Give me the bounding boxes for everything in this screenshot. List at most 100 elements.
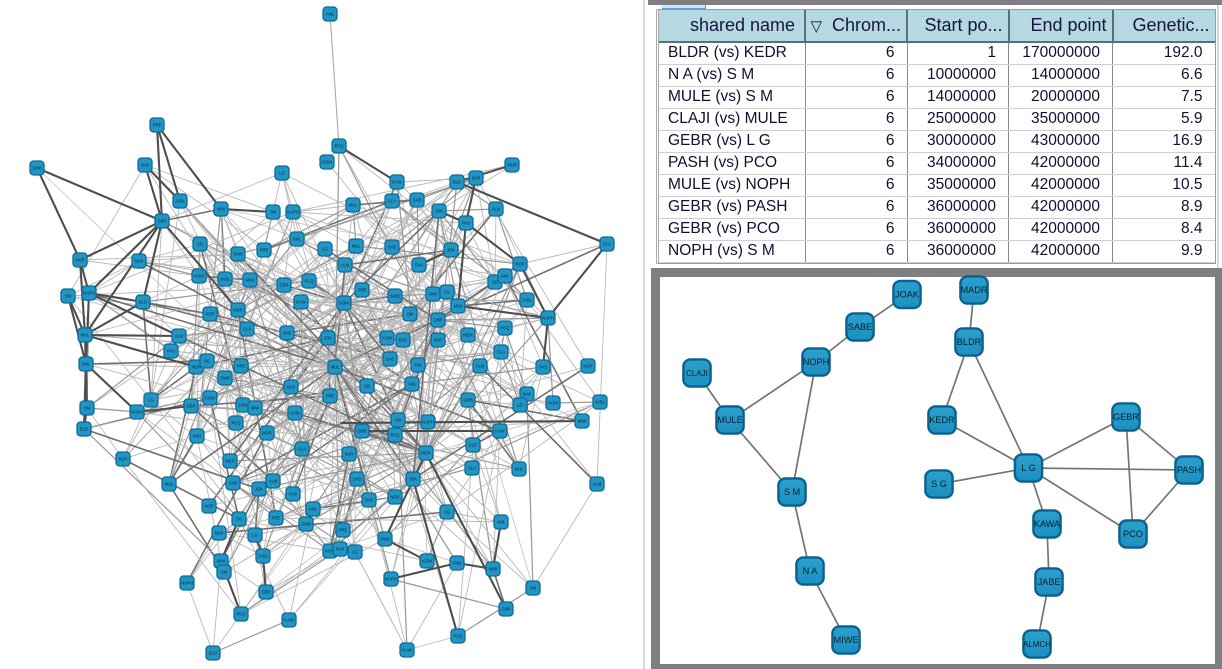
svg-text:AML: AML xyxy=(326,12,335,17)
svg-text:ALM: ALM xyxy=(476,364,485,369)
svg-text:JABL: JABL xyxy=(452,561,463,566)
svg-text:KAWA: KAWA xyxy=(1034,519,1061,529)
svg-text:PRE: PRE xyxy=(339,528,348,533)
svg-text:MUL: MUL xyxy=(331,365,341,370)
svg-text:AML: AML xyxy=(408,382,417,387)
svg-text:NAPH: NAPH xyxy=(422,420,434,425)
svg-text:L G: L G xyxy=(1021,463,1035,473)
svg-text:SM: SM xyxy=(65,294,72,299)
svg-text:PCO: PCO xyxy=(1123,529,1143,539)
svg-text:JABL: JABL xyxy=(522,298,533,303)
svg-text:MIW: MIW xyxy=(246,278,255,283)
svg-text:JABL: JABL xyxy=(220,277,231,282)
svg-text:CLA: CLA xyxy=(388,199,396,204)
svg-text:KAW: KAW xyxy=(284,618,293,623)
svg-text:PCQ: PCQ xyxy=(453,634,463,639)
svg-text:SWB: SWB xyxy=(380,537,390,542)
svg-text:NOP: NOP xyxy=(204,504,213,509)
svg-text:MIW: MIW xyxy=(217,559,226,564)
svg-text:PCQ: PCQ xyxy=(334,144,344,149)
svg-text:MULE: MULE xyxy=(717,415,743,425)
svg-text:SG: SG xyxy=(197,242,203,247)
svg-text:GBR: GBR xyxy=(501,607,510,612)
svg-text:MUL: MUL xyxy=(81,333,91,338)
svg-text:NAK: NAK xyxy=(287,385,296,390)
svg-text:SWB: SWB xyxy=(390,294,400,299)
svg-text:AML: AML xyxy=(293,237,302,242)
svg-text:ALM: ALM xyxy=(593,482,602,487)
svg-text:GBR: GBR xyxy=(357,429,366,434)
svg-text:PAS: PAS xyxy=(539,365,547,370)
svg-text:BLD: BLD xyxy=(139,300,147,305)
svg-text:NOPH: NOPH xyxy=(803,357,830,367)
svg-text:AML: AML xyxy=(309,507,318,512)
svg-text:MIW: MIW xyxy=(454,304,463,309)
svg-text:LG: LG xyxy=(322,247,328,252)
svg-text:SM: SM xyxy=(395,418,402,423)
svg-text:SG: SG xyxy=(204,359,210,364)
svg-text:JABE: JABE xyxy=(1038,577,1061,587)
svg-text:PAS: PAS xyxy=(289,492,297,497)
svg-text:LG: LG xyxy=(517,403,523,408)
svg-text:KAW: KAW xyxy=(495,429,504,434)
svg-text:NAK: NAK xyxy=(215,531,224,536)
svg-text:MDR: MDR xyxy=(233,308,243,313)
svg-text:KDR: KDR xyxy=(193,434,202,439)
svg-text:NAPH: NAPH xyxy=(542,316,554,321)
svg-text:ALMCH: ALMCH xyxy=(1023,640,1051,649)
svg-text:NOP: NOP xyxy=(583,364,592,369)
svg-text:MDR: MDR xyxy=(225,459,235,464)
svg-text:SABE: SABE xyxy=(848,322,873,332)
svg-text:KAW: KAW xyxy=(402,648,411,653)
svg-text:PASH: PASH xyxy=(1177,465,1201,475)
svg-text:MUL: MUL xyxy=(165,482,175,487)
svg-text:CLA: CLA xyxy=(468,466,476,471)
svg-text:SWB: SWB xyxy=(220,376,230,381)
svg-text:KOM: KOM xyxy=(339,301,349,306)
svg-text:SM: SM xyxy=(221,570,228,575)
svg-text:JOK: JOK xyxy=(447,248,455,253)
svg-text:JOK: JOK xyxy=(255,487,263,492)
svg-text:SAB: SAB xyxy=(388,245,397,250)
svg-text:KOM: KOM xyxy=(422,559,432,564)
svg-text:SWB: SWB xyxy=(463,398,473,403)
svg-text:PCQ: PCQ xyxy=(304,279,314,284)
svg-text:PAS: PAS xyxy=(365,498,373,503)
svg-text:SAB: SAB xyxy=(413,198,422,203)
svg-text:KDR: KDR xyxy=(345,452,354,457)
svg-text:MIWE: MIWE xyxy=(833,635,858,645)
svg-text:MIW: MIW xyxy=(217,207,226,212)
svg-text:NOP: NOP xyxy=(515,262,524,267)
svg-text:LG: LG xyxy=(252,533,258,538)
svg-text:JOK: JOK xyxy=(435,209,443,214)
svg-text:NOP: NOP xyxy=(390,495,399,500)
svg-text:KDR: KDR xyxy=(119,457,128,462)
svg-text:MUL: MUL xyxy=(352,244,362,249)
svg-text:SWB: SWB xyxy=(301,522,311,527)
svg-text:MIW: MIW xyxy=(251,406,260,411)
svg-text:NAPH: NAPH xyxy=(385,577,397,582)
svg-text:JOK: JOK xyxy=(324,336,332,341)
svg-text:SM: SM xyxy=(84,406,91,411)
svg-text:MDR: MDR xyxy=(507,163,517,168)
svg-text:ALM: ALM xyxy=(175,334,184,339)
svg-text:SM: SM xyxy=(270,210,277,215)
svg-text:NAPH: NAPH xyxy=(181,581,193,586)
svg-text:SG: SG xyxy=(236,517,242,522)
svg-text:S M: S M xyxy=(784,487,800,497)
svg-text:SG: SG xyxy=(364,384,370,389)
svg-text:PAS: PAS xyxy=(167,349,175,354)
svg-text:BLD: BLD xyxy=(453,180,461,185)
svg-text:PCQ: PCQ xyxy=(500,326,510,331)
svg-text:KAW: KAW xyxy=(296,300,305,305)
svg-text:CLA: CLA xyxy=(243,327,251,332)
svg-text:SM: SM xyxy=(530,586,537,591)
svg-text:JOAK: JOAK xyxy=(895,290,920,300)
svg-text:BLDR: BLDR xyxy=(957,337,982,347)
svg-text:MADR: MADR xyxy=(960,285,987,295)
svg-text:NOP: NOP xyxy=(191,365,200,370)
svg-text:MDR: MDR xyxy=(262,431,272,436)
svg-text:NAPH: NAPH xyxy=(83,291,95,296)
svg-text:MIW: MIW xyxy=(489,567,498,572)
svg-text:BLD: BLD xyxy=(209,651,217,656)
